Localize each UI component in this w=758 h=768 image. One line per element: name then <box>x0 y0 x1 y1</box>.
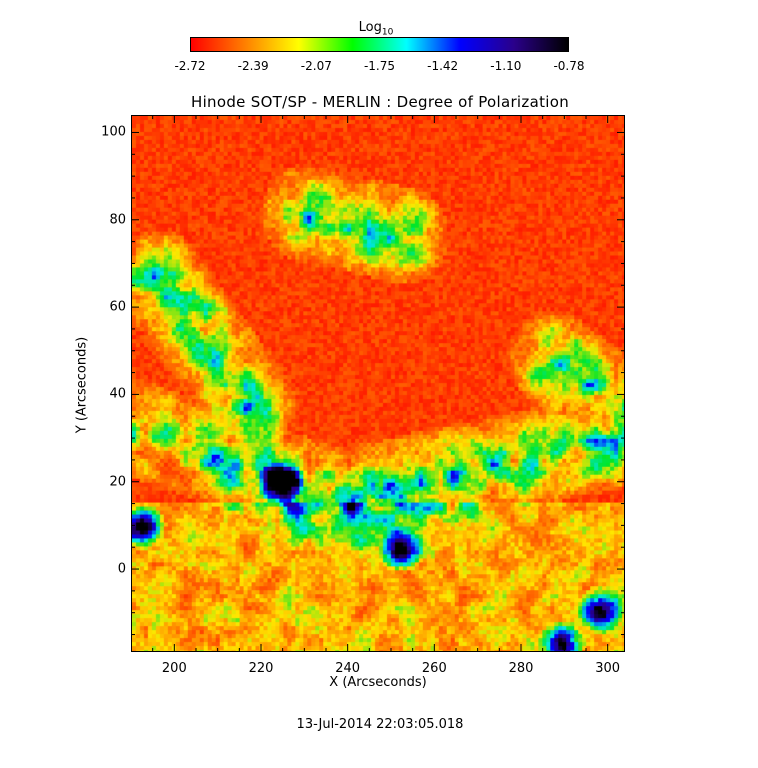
colorbar-tick-label: -2.72 <box>174 59 206 73</box>
colorbar-title-base: Log <box>358 20 382 35</box>
observation-timestamp: 13-Jul-2014 22:03:05.018 <box>296 717 464 732</box>
colorbar-tick-label: -0.78 <box>553 59 585 73</box>
colorbar-tick-label: -1.75 <box>363 59 396 73</box>
y-tick-label: 80 <box>109 212 126 228</box>
x-tick-label: 200 <box>161 661 187 676</box>
colorbar <box>190 37 569 52</box>
plot-title: Hinode SOT/SP - MERLIN : Degree of Polar… <box>190 93 570 111</box>
y-tick-label: 60 <box>109 299 126 315</box>
x-tick-label: 260 <box>421 661 447 676</box>
x-tick-label: 240 <box>335 661 361 676</box>
colorbar-title: Log10 <box>359 21 394 38</box>
x-tick-label: 280 <box>508 661 534 676</box>
colorbar-tick-label: -1.10 <box>490 59 522 73</box>
colorbar-title-sub: 10 <box>381 27 394 38</box>
polarization-map <box>131 115 625 652</box>
x-axis-label: X (Arcseconds) <box>329 675 427 690</box>
y-tick-label: 100 <box>101 124 126 140</box>
colorbar-tick-label: -2.39 <box>237 59 269 73</box>
polarization-map-canvas <box>132 116 624 651</box>
colorbar-tick-label: -1.42 <box>427 59 459 73</box>
y-tick-label: 0 <box>117 561 126 577</box>
y-tick-label: 20 <box>109 474 126 490</box>
y-axis-label: Y (Arcseconds) <box>74 336 90 434</box>
x-tick-label: 220 <box>248 661 274 676</box>
y-tick-label: 40 <box>109 386 126 402</box>
x-tick-label: 300 <box>595 661 621 676</box>
colorbar-tick-label: -2.07 <box>300 59 332 73</box>
